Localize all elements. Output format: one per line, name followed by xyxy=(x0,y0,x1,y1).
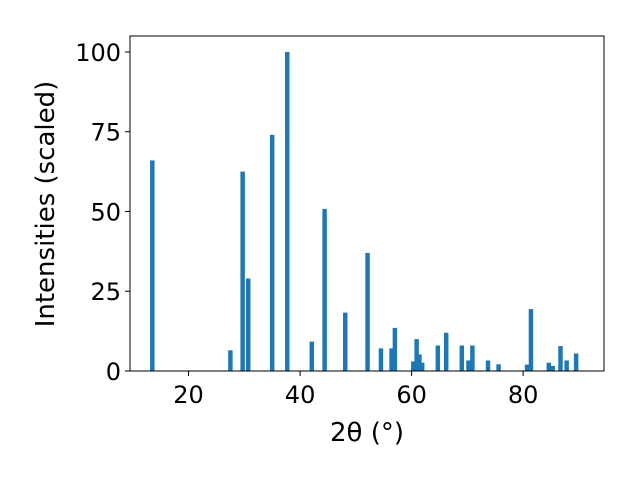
bar xyxy=(343,312,348,371)
bar xyxy=(470,345,475,371)
y-tick-label: 0 xyxy=(106,358,121,386)
bar xyxy=(269,134,275,371)
bar xyxy=(228,350,233,371)
x-tick-label: 60 xyxy=(396,381,427,409)
bar xyxy=(546,362,552,371)
y-tick-label: 75 xyxy=(90,119,121,147)
bar xyxy=(573,353,579,371)
bar xyxy=(558,346,563,371)
bar xyxy=(524,364,530,371)
bar xyxy=(419,362,425,371)
bar xyxy=(459,345,465,371)
bar xyxy=(466,360,471,371)
y-tick-label: 50 xyxy=(90,198,121,226)
bar xyxy=(378,348,384,371)
bar xyxy=(365,252,370,371)
y-axis-label: Intensities (scaled) xyxy=(31,81,61,328)
bar xyxy=(435,345,441,371)
plot-frame xyxy=(129,35,605,372)
bars-layer xyxy=(150,51,579,371)
bar xyxy=(392,327,398,371)
bar xyxy=(414,339,419,371)
bar xyxy=(550,365,555,371)
y-tick-label: 100 xyxy=(75,39,121,67)
bar xyxy=(485,360,491,371)
bar xyxy=(322,208,327,371)
bar xyxy=(285,51,290,371)
bar xyxy=(496,364,501,371)
bar xyxy=(443,332,449,371)
x-tick-label: 80 xyxy=(508,381,539,409)
bar xyxy=(389,348,394,371)
bar xyxy=(528,309,534,371)
bar xyxy=(245,278,251,371)
y-tick-label: 25 xyxy=(90,278,121,306)
y-axis-ticks: 0 25 50 75 100 xyxy=(75,39,130,386)
bar xyxy=(411,361,416,371)
bar xyxy=(309,341,315,371)
bar xyxy=(150,160,155,371)
bar xyxy=(564,360,569,371)
x-axis-ticks: 20 40 60 80 xyxy=(173,371,538,409)
bar xyxy=(417,354,422,371)
x-axis-label: 2θ (°) xyxy=(330,418,404,448)
x-tick-label: 20 xyxy=(173,381,204,409)
bar xyxy=(240,171,245,371)
x-tick-label: 40 xyxy=(285,381,316,409)
